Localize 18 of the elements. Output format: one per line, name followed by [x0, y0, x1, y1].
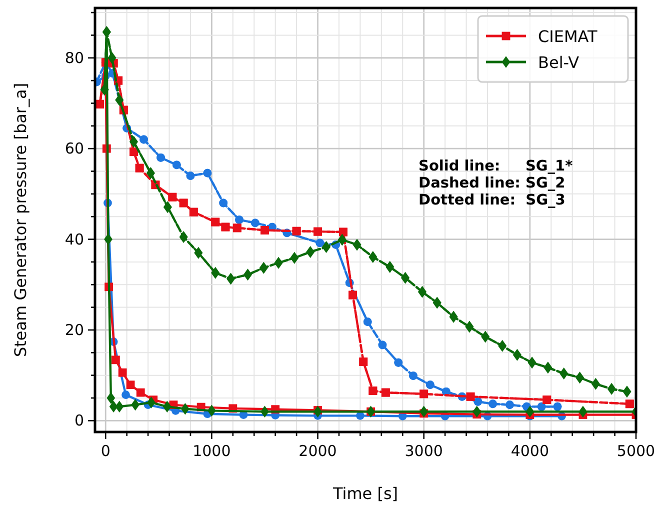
annotation: Dashed line: SG_2	[418, 176, 566, 192]
x-tick-label: 2000	[298, 442, 337, 460]
x-tick-label: 5000	[616, 442, 656, 460]
x-tick-label: 3000	[404, 442, 443, 460]
x-tick-label: 0	[100, 442, 110, 460]
legend-label: Bel-V	[538, 53, 580, 72]
y-tick-label: 20	[64, 320, 84, 339]
y-tick-label: 0	[74, 412, 84, 430]
y-axis-title: Steam Generator pressure [bar_a]	[11, 82, 30, 358]
y-tick-label: 60	[64, 140, 84, 158]
annotation: Solid line: SG_1*	[418, 158, 574, 175]
x-tick-label: 4000	[510, 442, 550, 460]
legend-label: CIEMAT	[538, 27, 598, 46]
x-tick-label: 1000	[192, 442, 231, 460]
x-axis-title: Time [s]	[332, 484, 398, 503]
y-tick-label: 80	[64, 48, 84, 67]
y-tick-label: 40	[64, 230, 84, 248]
annotation: Dotted line: SG_3	[418, 192, 566, 209]
